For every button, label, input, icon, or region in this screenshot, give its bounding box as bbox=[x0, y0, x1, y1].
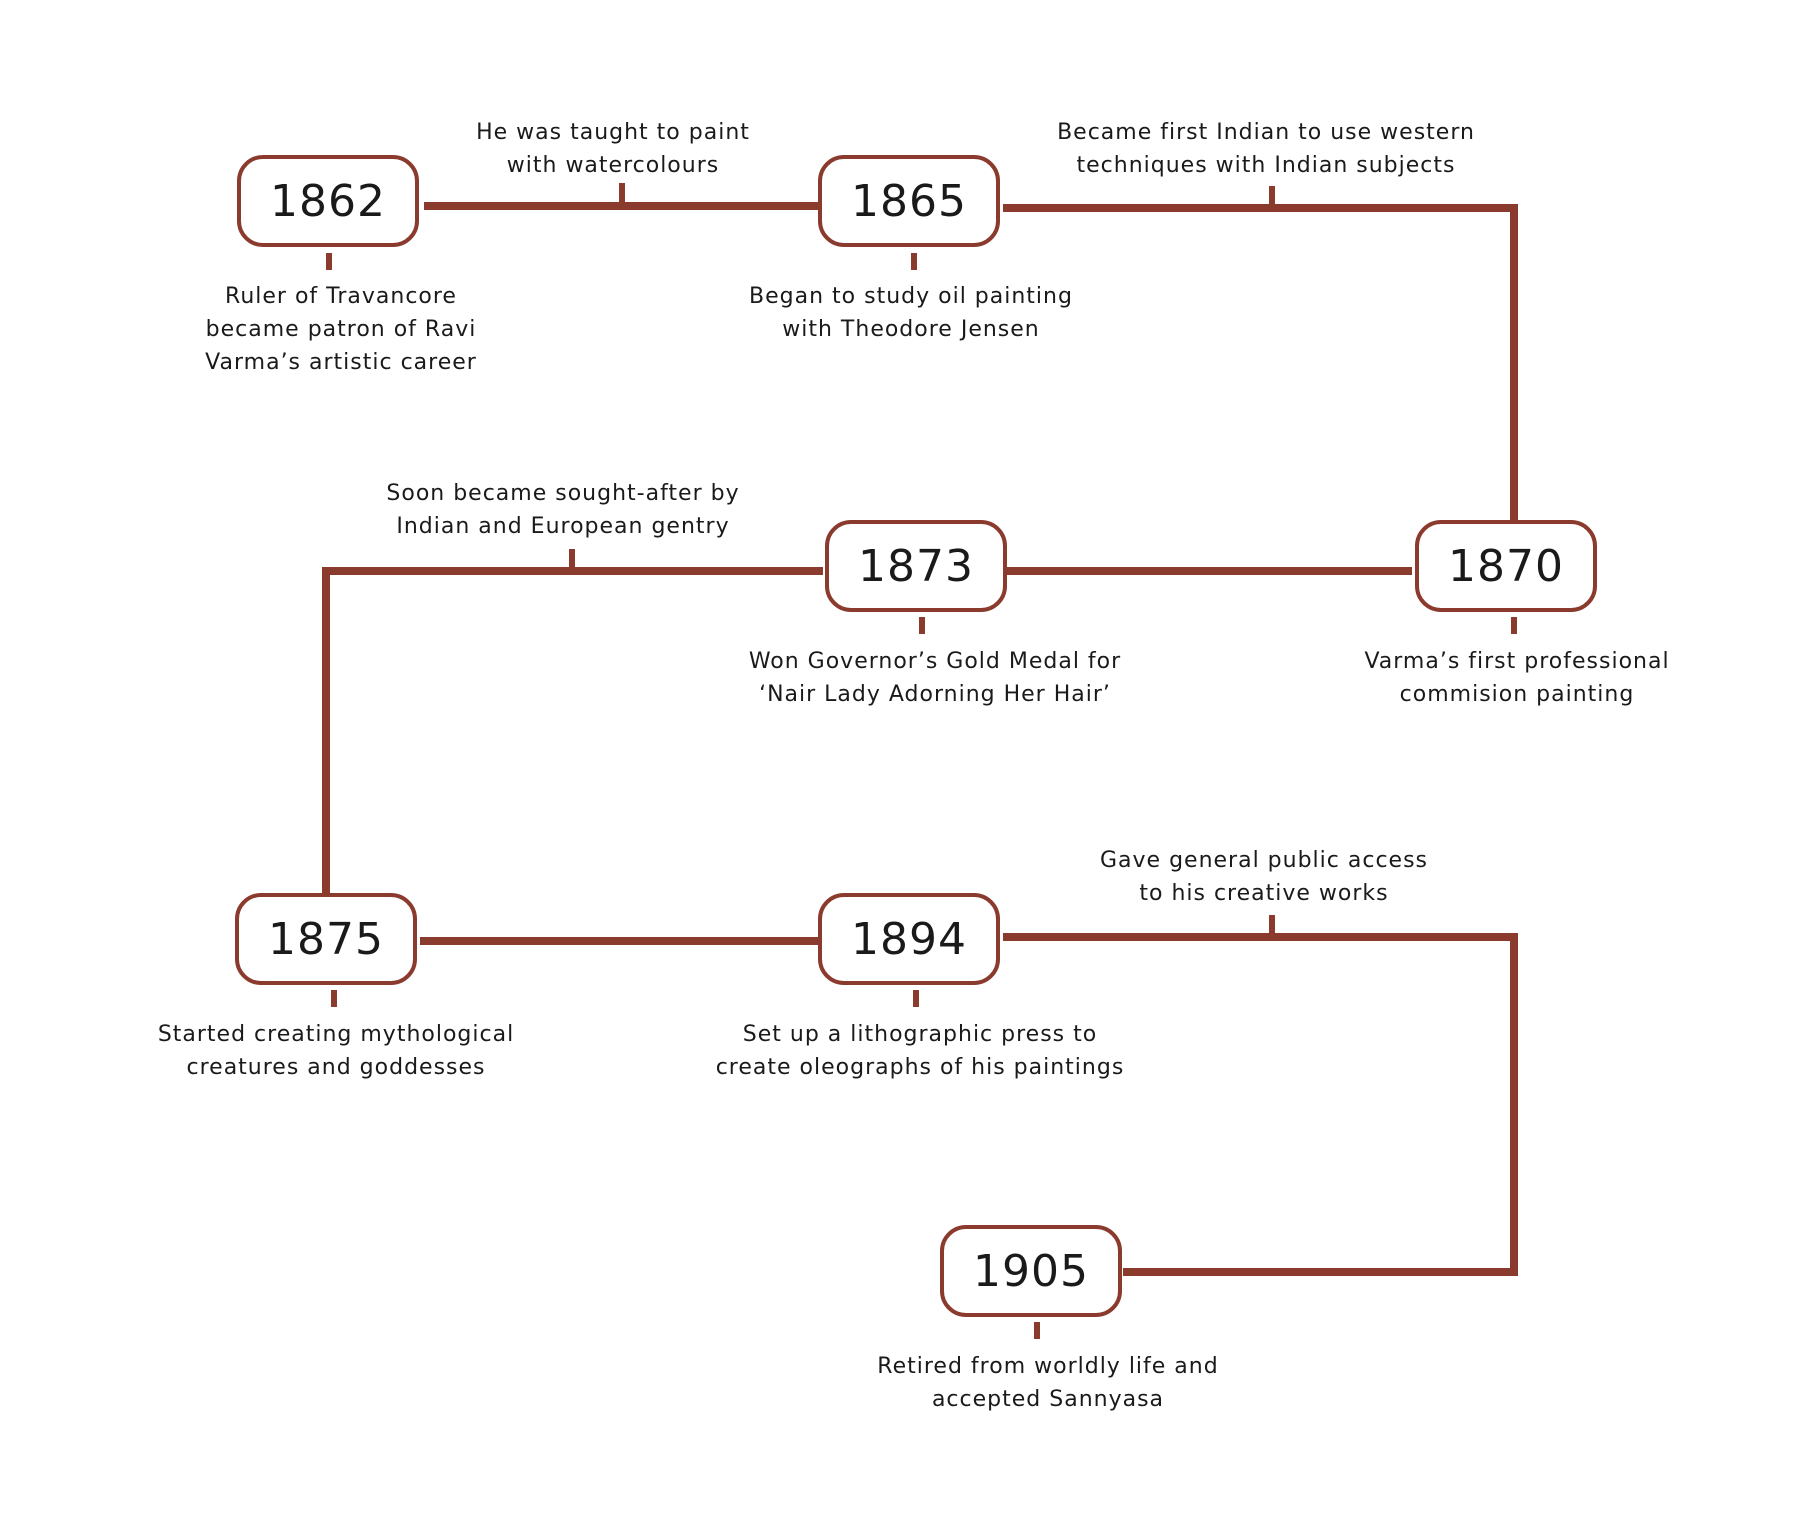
event-caption-1865: Began to study oil painting with Theodor… bbox=[749, 284, 1073, 342]
connector-1894-1905 bbox=[1003, 933, 1518, 1276]
year-box-1873: 1873 bbox=[825, 520, 1007, 612]
event-caption-1905: Retired from worldly life and accepted S… bbox=[877, 1354, 1219, 1412]
connector-note-gentry: Soon became sought-after by Indian and E… bbox=[386, 481, 740, 539]
event-caption-1870: Varma’s first professional commision pai… bbox=[1364, 649, 1670, 707]
year-box-1905: 1905 bbox=[940, 1225, 1122, 1317]
year-box-1862: 1862 bbox=[237, 155, 419, 247]
connector-note-watercolours: He was taught to paint with watercolours bbox=[476, 120, 750, 178]
year-box-1865: 1865 bbox=[818, 155, 1000, 247]
connector-1873-1875 bbox=[322, 567, 823, 894]
year-box-1870: 1870 bbox=[1415, 520, 1597, 612]
event-caption-1894: Set up a lithographic press to create ol… bbox=[715, 1022, 1125, 1080]
connector-1865-1870 bbox=[1003, 204, 1518, 522]
connector-note-public-access: Gave general public access to his creati… bbox=[1099, 848, 1429, 906]
event-caption-1873: Won Governor’s Gold Medal for ‘Nair Lady… bbox=[748, 649, 1122, 707]
connector-note-western-techniques: Became first Indian to use western techn… bbox=[1057, 120, 1475, 178]
event-caption-1875: Started creating mythological creatures … bbox=[157, 1022, 515, 1080]
event-caption-1862: Ruler of Travancore became patron of Rav… bbox=[205, 284, 477, 375]
year-box-1875: 1875 bbox=[235, 893, 417, 985]
year-box-1894: 1894 bbox=[818, 893, 1000, 985]
